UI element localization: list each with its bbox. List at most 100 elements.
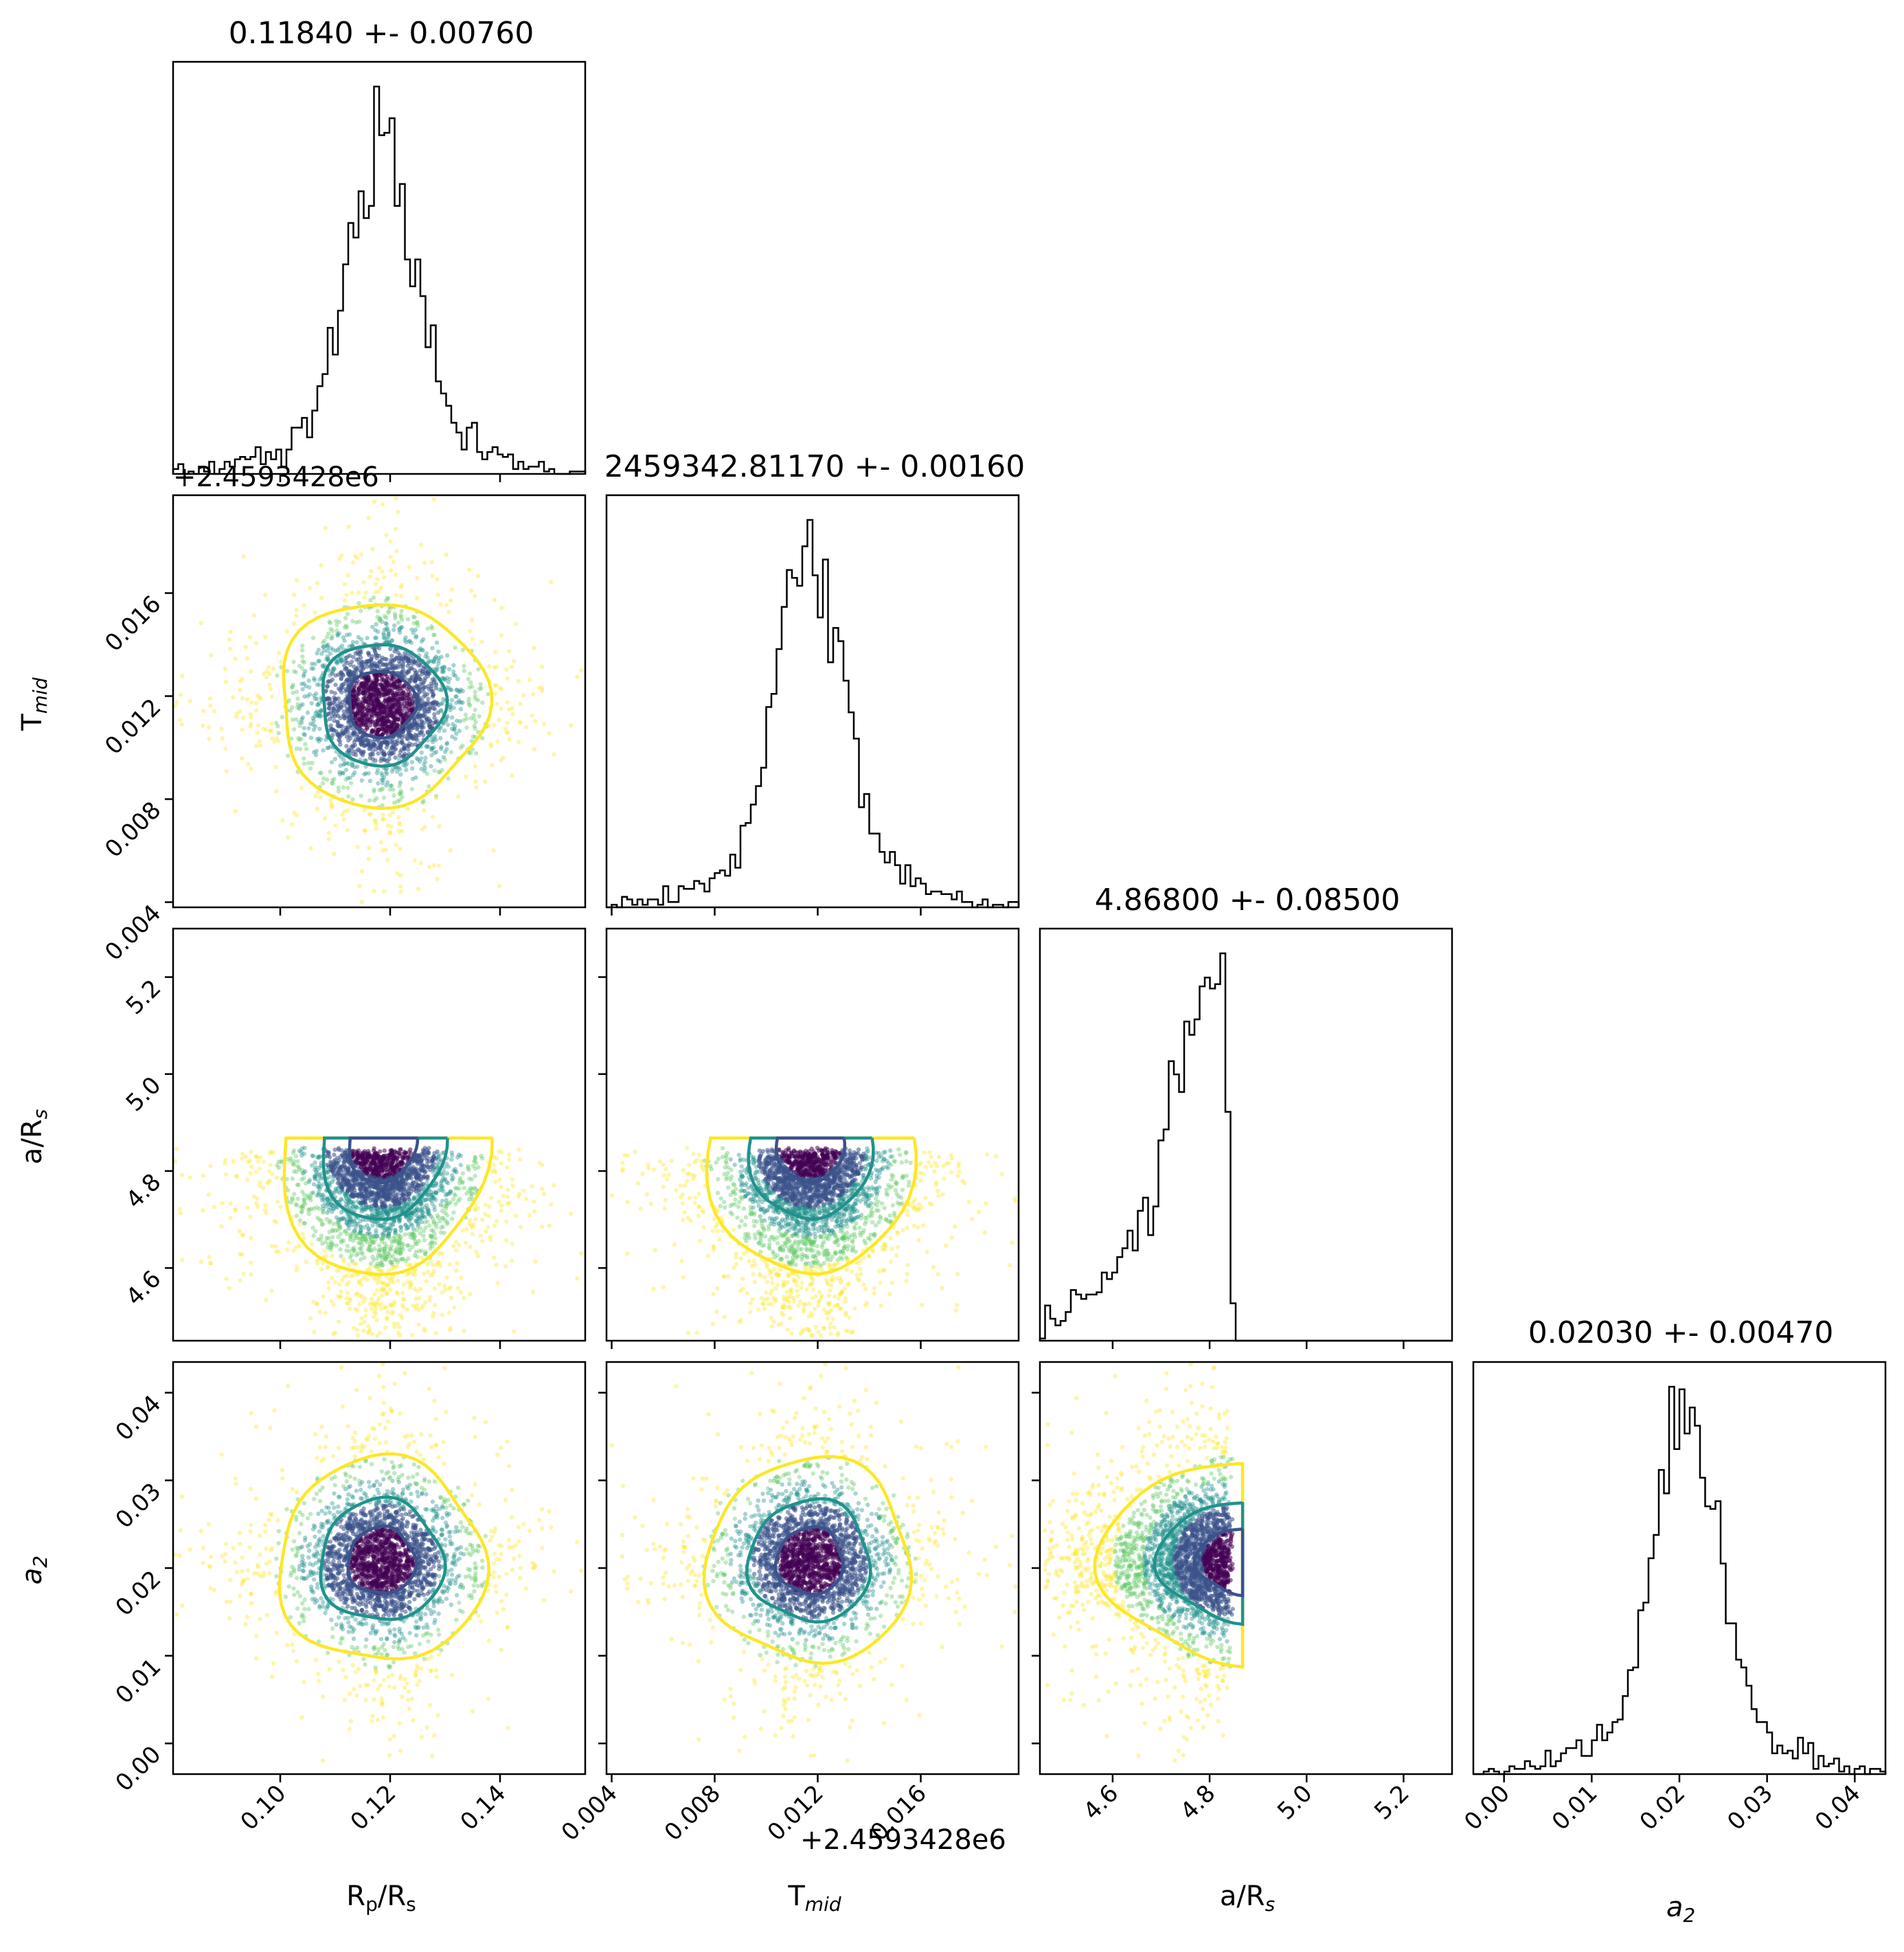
scatter-point-1157 [372, 1146, 376, 1151]
scatter-point-2211 [507, 737, 512, 742]
scatter-point-2129 [321, 781, 326, 786]
scatter-point-1827 [420, 1148, 426, 1153]
scatter-point-1750 [300, 659, 305, 663]
scatter-point-163 [254, 743, 259, 749]
scatter-point-2530 [382, 716, 387, 720]
scatter-point-2514 [480, 700, 485, 705]
scatter-point-1944 [300, 687, 305, 692]
scatter-point-2087 [423, 1225, 428, 1230]
scatter-point-30 [486, 1225, 490, 1229]
scatter-point-2050 [291, 1161, 295, 1166]
scatter-point-2306 [360, 659, 365, 665]
scatter-point-603 [302, 603, 306, 608]
scatter-point-2255 [405, 1243, 410, 1248]
scatter-point-2176 [276, 738, 281, 744]
scatter-point-1126 [246, 762, 251, 767]
scatter-point-215 [268, 687, 273, 692]
scatter-point-2390 [359, 1161, 364, 1166]
scatter-point-521 [440, 676, 445, 681]
scatter-point-1548 [473, 707, 477, 712]
scatter-point-340 [270, 736, 275, 741]
scatter-point-789 [454, 718, 460, 723]
scatter-point-1578 [290, 1196, 295, 1201]
scatter-point-367 [361, 641, 365, 646]
scatter-point-132 [300, 1232, 305, 1236]
scatter-point-1365 [207, 1255, 212, 1260]
scatter-point-2328 [383, 720, 387, 726]
scatter-point-23 [344, 761, 350, 766]
scatter-point-1295 [348, 781, 354, 786]
scatter-point-2373 [376, 1267, 382, 1273]
scatter-point-1145 [457, 1186, 462, 1191]
scatter-point-1513 [286, 835, 291, 840]
scatter-point-768 [460, 1180, 465, 1185]
scatter-point-1055 [459, 1275, 464, 1280]
scatter-point-2580 [389, 723, 394, 729]
scatter-point-1654 [497, 717, 501, 723]
scatter-point-1705 [532, 1199, 536, 1204]
scatter-point-179 [431, 815, 435, 819]
scatter-point-2195 [207, 696, 213, 701]
scatter-point-1972 [372, 1291, 377, 1297]
scatter-point-862 [415, 576, 420, 580]
scatter-point-2172 [395, 738, 400, 743]
scatter-point-2585 [359, 740, 364, 745]
scatter-point-2407 [419, 639, 424, 644]
scatter-point-474 [431, 633, 436, 637]
scatter-point-100 [317, 677, 322, 682]
scatter-point-1435 [384, 1291, 389, 1297]
scatter-point-2287 [321, 776, 326, 781]
scatter-point-289 [394, 764, 399, 770]
scatter-point-229 [372, 888, 376, 894]
scatter-point-1719 [245, 656, 250, 661]
scatter-point-2139 [539, 664, 545, 669]
scatter-point-43 [238, 679, 242, 683]
scatter-point-1489 [436, 661, 441, 666]
scatter-point-1684 [438, 759, 443, 764]
scatter-point-1716 [366, 1324, 371, 1329]
scatter-point-816 [338, 716, 343, 720]
scatter-point-797 [380, 848, 385, 853]
scatter-point-0 [466, 677, 471, 681]
scatter-point-1980 [418, 681, 423, 687]
scatter-point-2101 [293, 670, 298, 674]
scatter-point-2415 [383, 684, 387, 689]
scatter-point-1955 [357, 1293, 362, 1298]
scatter-point-1935 [466, 702, 472, 707]
scatter-point-1772 [315, 1193, 319, 1198]
scatter-point-2425 [346, 670, 351, 674]
scatter-point-1660 [304, 747, 309, 751]
scatter-point-323 [319, 1267, 324, 1272]
scatter-point-2152 [249, 1260, 253, 1265]
scatter-point-2423 [291, 621, 297, 626]
scatter-point-329 [313, 724, 318, 729]
scatter-point-1897 [262, 1159, 267, 1164]
scatter-point-2538 [326, 837, 331, 842]
scatter-point-2216 [462, 668, 466, 673]
scatter-point-64 [403, 1232, 407, 1237]
scatter-point-309 [431, 659, 436, 664]
scatter-point-1987 [446, 1310, 451, 1315]
scatter-point-288 [363, 1296, 367, 1301]
scatter-point-1975 [440, 1251, 444, 1256]
scatter-point-2599 [386, 726, 391, 731]
scatter-point-2519 [363, 683, 368, 688]
scatter-point-86 [457, 718, 462, 724]
scatter-point-2311 [451, 722, 455, 727]
scatter-point-2092 [421, 720, 427, 726]
scatter-point-2513 [405, 670, 410, 675]
scatter-point-1128 [278, 659, 283, 664]
scatter-point-1515 [388, 1222, 393, 1227]
scatter-point-1175 [440, 701, 445, 706]
scatter-point-1722 [467, 1221, 472, 1226]
scatter-point-2302 [372, 1303, 377, 1308]
scatter-point-480 [506, 1157, 512, 1162]
scatter-point-2123 [339, 657, 343, 663]
scatter-point-2183 [383, 699, 387, 703]
scatter-point-1198 [533, 718, 538, 724]
scatter-point-992 [379, 1302, 384, 1306]
scatter-point-1669 [400, 1256, 405, 1262]
scatter-point-1222 [339, 690, 344, 695]
scatter-point-2435 [392, 649, 397, 654]
scatter-point-721 [385, 611, 391, 615]
